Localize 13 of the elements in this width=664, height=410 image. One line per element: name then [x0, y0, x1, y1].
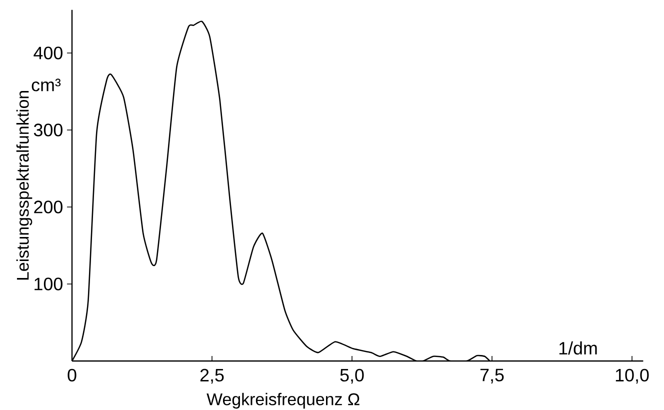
x-tick-label: 0: [68, 368, 76, 382]
y-tick-label: 300: [34, 124, 62, 136]
y-tick-label: 400: [34, 46, 62, 60]
x-tick-label: 5,0: [340, 368, 364, 384]
text: cm³: [32, 78, 61, 92]
y-tick-label: 200: [34, 200, 62, 214]
y-tick-label: 100: [34, 278, 62, 290]
x-axis-title: Wegkreisfrequenz Ω: [206, 392, 360, 409]
annotation: 1/dm: [559, 341, 597, 355]
x-tick-label: 10,0: [616, 368, 649, 384]
x-tick-label: 2,5: [200, 368, 224, 384]
y-axis-title: Leistungsspektralfunktion: [16, 91, 32, 280]
x-tick-label: 7,5: [480, 368, 504, 384]
